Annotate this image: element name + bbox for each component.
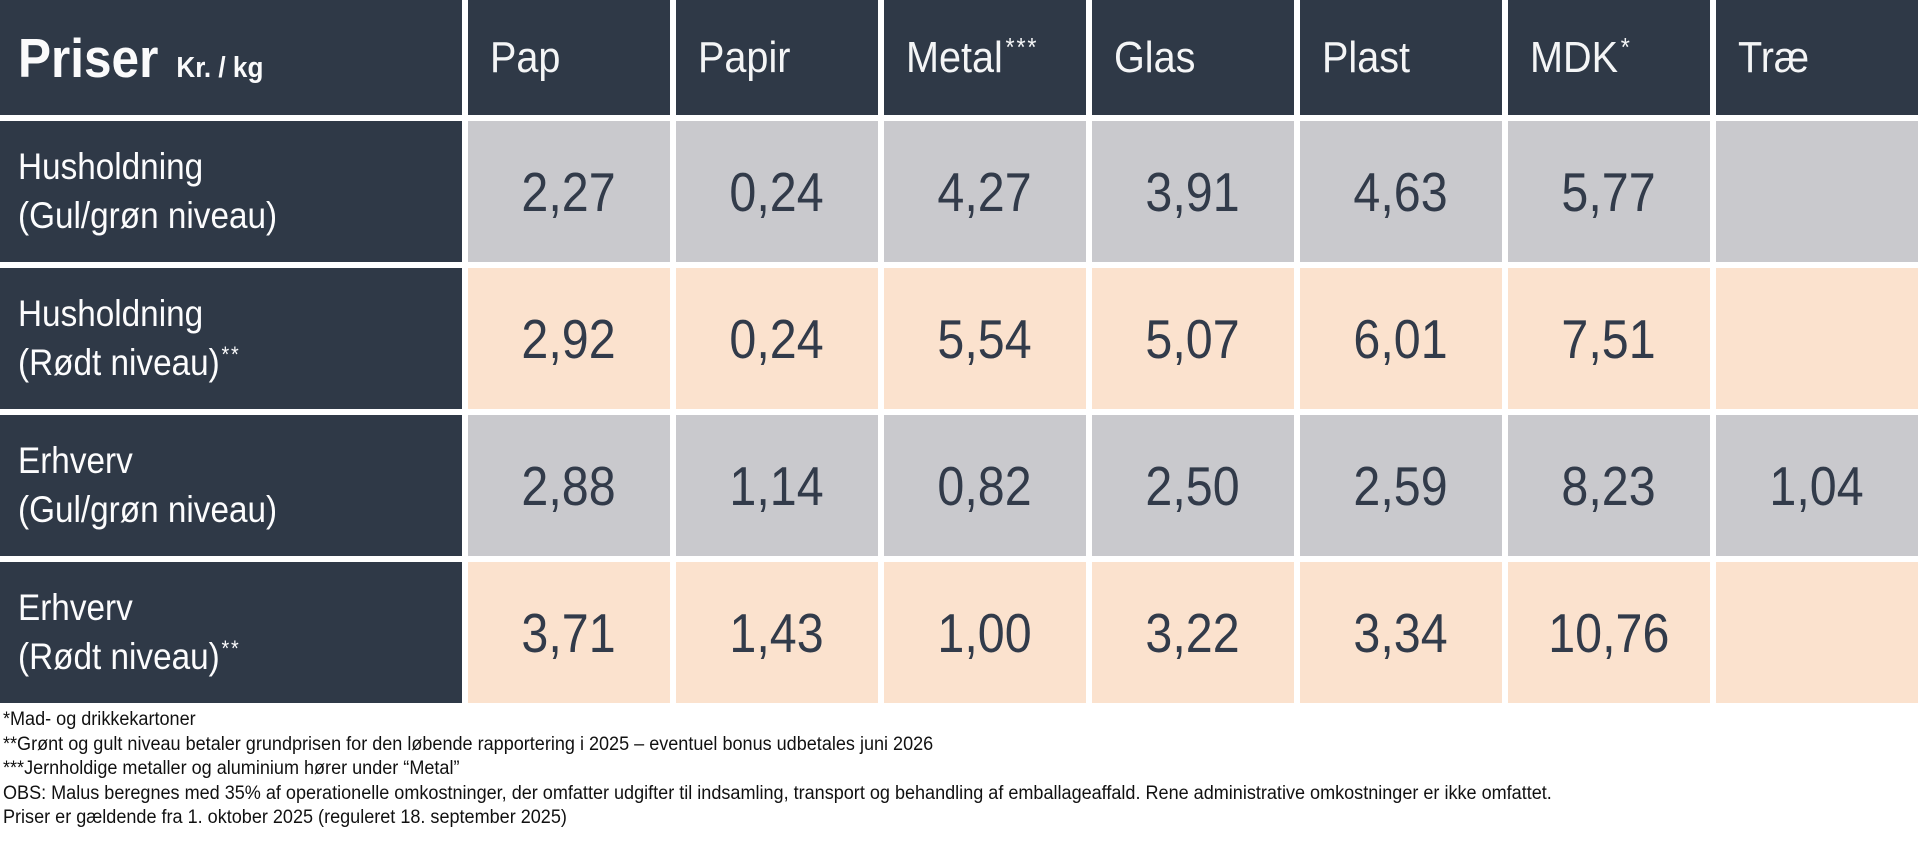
price-cell-r2-glas: 5,07 bbox=[1092, 268, 1294, 409]
price-value: 8,23 bbox=[1561, 454, 1657, 517]
row-label-husholdning-2: Husholdning (Rødt niveau)** bbox=[0, 268, 462, 409]
price-cell-r2-mdk: 7,51 bbox=[1508, 268, 1710, 409]
price-cell-r1-tr bbox=[1716, 121, 1918, 262]
row-label-line2: (Rødt niveau)** bbox=[18, 635, 241, 677]
footnotes: *Mad- og drikkekartoner **Grønt og gult n… bbox=[3, 708, 1552, 831]
price-cell-r2-pap: 2,92 bbox=[468, 268, 670, 409]
price-value: 1,43 bbox=[729, 601, 825, 664]
column-header-mdk: MDK * bbox=[1508, 0, 1710, 115]
footnote-line-2: **Grønt og gult niveau betaler grundpris… bbox=[3, 733, 934, 755]
column-footnote-marker: *** bbox=[1005, 31, 1039, 62]
column-header-pap: Pap bbox=[468, 0, 670, 115]
price-value: 5,77 bbox=[1561, 160, 1657, 223]
price-cell-r3-mdk: 8,23 bbox=[1508, 415, 1710, 556]
price-cell-r4-glas: 3,22 bbox=[1092, 562, 1294, 703]
footnote-line-3: ***Jernholdige metaller og aluminium hør… bbox=[3, 758, 460, 779]
price-cell-r4-pap: 3,71 bbox=[468, 562, 670, 703]
row-label-erhverv-3: Erhverv (Gul/grøn niveau) bbox=[0, 415, 462, 556]
column-header-label: Plast bbox=[1322, 32, 1411, 82]
price-cell-r2-papir: 0,24 bbox=[676, 268, 878, 409]
price-value: 0,82 bbox=[937, 454, 1033, 517]
row-label-husholdning-1: Husholdning (Gul/grøn niveau) bbox=[0, 121, 462, 262]
column-header-plast: Plast bbox=[1300, 0, 1502, 115]
price-value: 6,01 bbox=[1353, 307, 1449, 370]
row-label-text: Husholdning (Gul/grøn niveau) bbox=[18, 143, 277, 239]
price-cell-r1-mdk: 5,77 bbox=[1508, 121, 1710, 262]
price-value: 10,76 bbox=[1548, 601, 1670, 664]
price-value: 4,63 bbox=[1353, 160, 1449, 223]
row-label-line1: Erhverv bbox=[18, 587, 133, 629]
footnote-line-5: Priser er gældende fra 1. oktober 2025 (… bbox=[3, 807, 567, 828]
table-unit-label: Kr. / kg bbox=[176, 51, 264, 84]
row-label-line2: (Gul/grøn niveau) bbox=[18, 488, 278, 530]
column-header-label: Glas bbox=[1114, 32, 1196, 82]
price-cell-r3-metal: 0,82 bbox=[884, 415, 1086, 556]
price-value: 5,07 bbox=[1145, 307, 1241, 370]
price-cell-r1-pap: 2,27 bbox=[468, 121, 670, 262]
price-cell-r4-tr bbox=[1716, 562, 1918, 703]
column-footnote-marker: * bbox=[1620, 31, 1632, 62]
price-cell-r3-tr: 1,04 bbox=[1716, 415, 1918, 556]
row-label-erhverv-4: Erhverv (Rødt niveau)** bbox=[0, 562, 462, 703]
row-label-text: Husholdning (Rødt niveau)** bbox=[18, 290, 241, 386]
price-value: 1,04 bbox=[1769, 454, 1865, 517]
price-cell-r4-papir: 1,43 bbox=[676, 562, 878, 703]
price-cell-r2-plast: 6,01 bbox=[1300, 268, 1502, 409]
row-label-line1: Erhverv bbox=[18, 440, 133, 482]
column-header-label: Pap bbox=[490, 32, 561, 82]
price-cell-r1-plast: 4,63 bbox=[1300, 121, 1502, 262]
price-cell-r1-metal: 4,27 bbox=[884, 121, 1086, 262]
price-value: 3,91 bbox=[1145, 160, 1241, 223]
price-cell-r4-mdk: 10,76 bbox=[1508, 562, 1710, 703]
row-label-line2: (Rødt niveau)** bbox=[18, 341, 241, 383]
price-value: 1,00 bbox=[937, 601, 1033, 664]
price-cell-r3-plast: 2,59 bbox=[1300, 415, 1502, 556]
column-header-label: Træ bbox=[1738, 32, 1810, 82]
price-value: 4,27 bbox=[937, 160, 1033, 223]
price-value: 2,50 bbox=[1145, 454, 1241, 517]
table-title-cell: Priser Kr. / kg bbox=[0, 0, 462, 115]
price-value: 0,24 bbox=[729, 160, 825, 223]
row-footnote-marker: ** bbox=[221, 635, 241, 661]
table-title: Priser bbox=[18, 26, 159, 89]
price-cell-r4-metal: 1,00 bbox=[884, 562, 1086, 703]
column-header-label: Metal *** bbox=[906, 31, 1039, 82]
row-label-line1: Husholdning bbox=[18, 146, 204, 188]
row-label-line1: Husholdning bbox=[18, 293, 204, 335]
price-cell-r1-papir: 0,24 bbox=[676, 121, 878, 262]
row-footnote-marker: ** bbox=[221, 341, 241, 367]
price-value: 5,54 bbox=[937, 307, 1033, 370]
row-label-text: Erhverv (Gul/grøn niveau) bbox=[18, 437, 277, 533]
column-header-label: Papir bbox=[698, 32, 791, 82]
price-cell-r3-glas: 2,50 bbox=[1092, 415, 1294, 556]
price-value: 2,59 bbox=[1353, 454, 1449, 517]
price-cell-r4-plast: 3,34 bbox=[1300, 562, 1502, 703]
row-label-line2: (Gul/grøn niveau) bbox=[18, 194, 278, 236]
column-header-glas: Glas bbox=[1092, 0, 1294, 115]
row-label-text: Erhverv (Rødt niveau)** bbox=[18, 584, 241, 680]
price-cell-r3-papir: 1,14 bbox=[676, 415, 878, 556]
column-header-metal: Metal *** bbox=[884, 0, 1086, 115]
price-cell-r2-tr bbox=[1716, 268, 1918, 409]
price-value: 3,22 bbox=[1145, 601, 1241, 664]
price-value: 7,51 bbox=[1561, 307, 1657, 370]
column-header-label: MDK * bbox=[1530, 31, 1632, 82]
price-value: 2,92 bbox=[521, 307, 617, 370]
price-value: 0,24 bbox=[729, 307, 825, 370]
column-header-tr: Træ bbox=[1716, 0, 1918, 115]
footnote-line-1: *Mad- og drikkekartoner bbox=[3, 709, 196, 730]
footnote-line-4: OBS: Malus beregnes med 35% af operation… bbox=[3, 782, 1552, 804]
column-header-papir: Papir bbox=[676, 0, 878, 115]
price-value: 2,88 bbox=[521, 454, 617, 517]
price-cell-r2-metal: 5,54 bbox=[884, 268, 1086, 409]
price-cell-r3-pap: 2,88 bbox=[468, 415, 670, 556]
price-value: 3,34 bbox=[1353, 601, 1449, 664]
price-table: Priser Kr. / kg Pap Papir Metal *** Glas Plast… bbox=[0, 0, 1918, 703]
table-title-wrap: Priser Kr. / kg bbox=[18, 26, 263, 90]
price-value: 1,14 bbox=[729, 454, 825, 517]
price-value: 3,71 bbox=[521, 601, 617, 664]
price-cell-r1-glas: 3,91 bbox=[1092, 121, 1294, 262]
price-value: 2,27 bbox=[521, 160, 617, 223]
